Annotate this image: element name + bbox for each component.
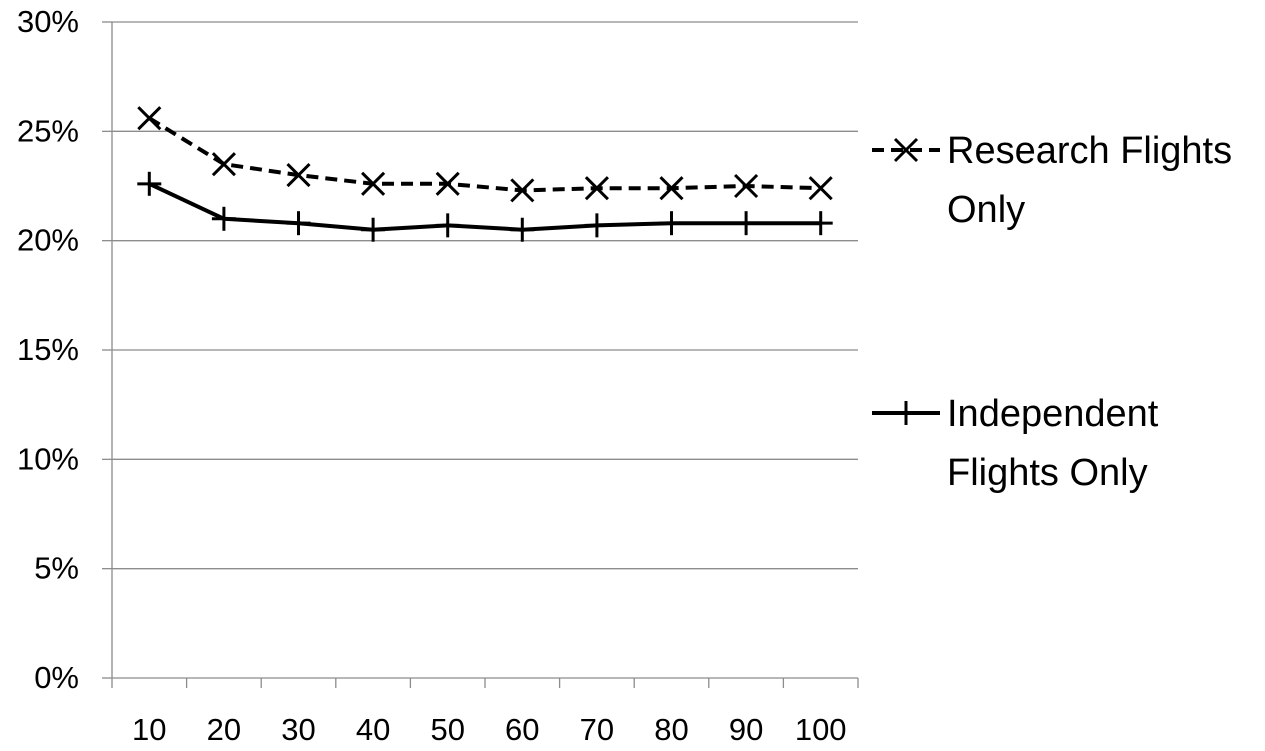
y-tick-label: 15% bbox=[17, 332, 79, 367]
y-tick-label: 25% bbox=[17, 113, 79, 148]
data-point-0-8 bbox=[734, 173, 759, 199]
data-point-1-0 bbox=[137, 171, 162, 196]
legend-label-1-1: Flights Only bbox=[947, 452, 1148, 494]
x-tick-label: 50 bbox=[430, 712, 464, 747]
data-point-1-7 bbox=[659, 211, 684, 236]
data-point-1-6 bbox=[584, 213, 609, 238]
legend-entry-0: Research Flights Only bbox=[872, 130, 1232, 231]
data-point-1-9 bbox=[808, 211, 833, 236]
x-tick-label: 10 bbox=[132, 712, 166, 747]
x-tick-label: 70 bbox=[580, 712, 614, 747]
gridlines bbox=[112, 21, 858, 570]
data-point-0-1 bbox=[211, 152, 236, 177]
legend-label-0-1: Only bbox=[947, 189, 1025, 231]
data-point-0-3 bbox=[361, 171, 386, 196]
x-tick-label: 40 bbox=[356, 712, 390, 747]
data-point-0-2 bbox=[286, 163, 311, 188]
legend-marker-0 bbox=[893, 137, 919, 163]
legend: Research Flights Only Independent Flights O… bbox=[872, 130, 1232, 494]
y-tick-label: 0% bbox=[34, 660, 79, 695]
series-lines bbox=[148, 116, 821, 232]
data-point-1-4 bbox=[435, 213, 460, 238]
data-point-0-7 bbox=[659, 176, 684, 201]
data-point-0-4 bbox=[435, 171, 460, 196]
data-point-1-3 bbox=[361, 217, 386, 242]
y-tick-label: 10% bbox=[17, 441, 79, 476]
x-tick-label: 30 bbox=[281, 712, 315, 747]
series-line-1 bbox=[148, 181, 821, 232]
data-point-0-0 bbox=[137, 106, 162, 131]
y-axis-tick-labels: 0% 5% 10% 15% 20% 25% 30% bbox=[17, 4, 79, 695]
x-axis-tick-labels: 10 20 30 40 50 60 70 80 90 100 bbox=[132, 712, 847, 747]
series-line-0 bbox=[148, 116, 821, 193]
x-tick-label: 90 bbox=[729, 712, 763, 747]
axes bbox=[102, 21, 859, 688]
legend-label-0-0: Research Flights bbox=[947, 130, 1232, 172]
x-tick-label: 20 bbox=[207, 712, 241, 747]
y-tick-label: 30% bbox=[17, 4, 79, 39]
x-tick-label: 80 bbox=[654, 712, 688, 747]
data-point-0-9 bbox=[808, 176, 833, 201]
legend-entry-1: Independent Flights Only bbox=[872, 393, 1159, 494]
data-point-1-1 bbox=[211, 206, 236, 231]
series-markers bbox=[137, 106, 833, 242]
data-point-1-2 bbox=[286, 211, 311, 236]
x-tick-label: 100 bbox=[795, 712, 847, 747]
legend-label-1-0: Independent bbox=[947, 393, 1159, 435]
legend-marker-1 bbox=[894, 401, 918, 425]
data-point-0-5 bbox=[510, 178, 535, 203]
data-point-1-5 bbox=[510, 217, 535, 242]
y-tick-label: 5% bbox=[34, 551, 79, 586]
x-tick-label: 60 bbox=[505, 712, 539, 747]
data-point-1-8 bbox=[734, 211, 759, 236]
y-tick-label: 20% bbox=[17, 223, 79, 258]
data-point-0-6 bbox=[584, 176, 609, 201]
